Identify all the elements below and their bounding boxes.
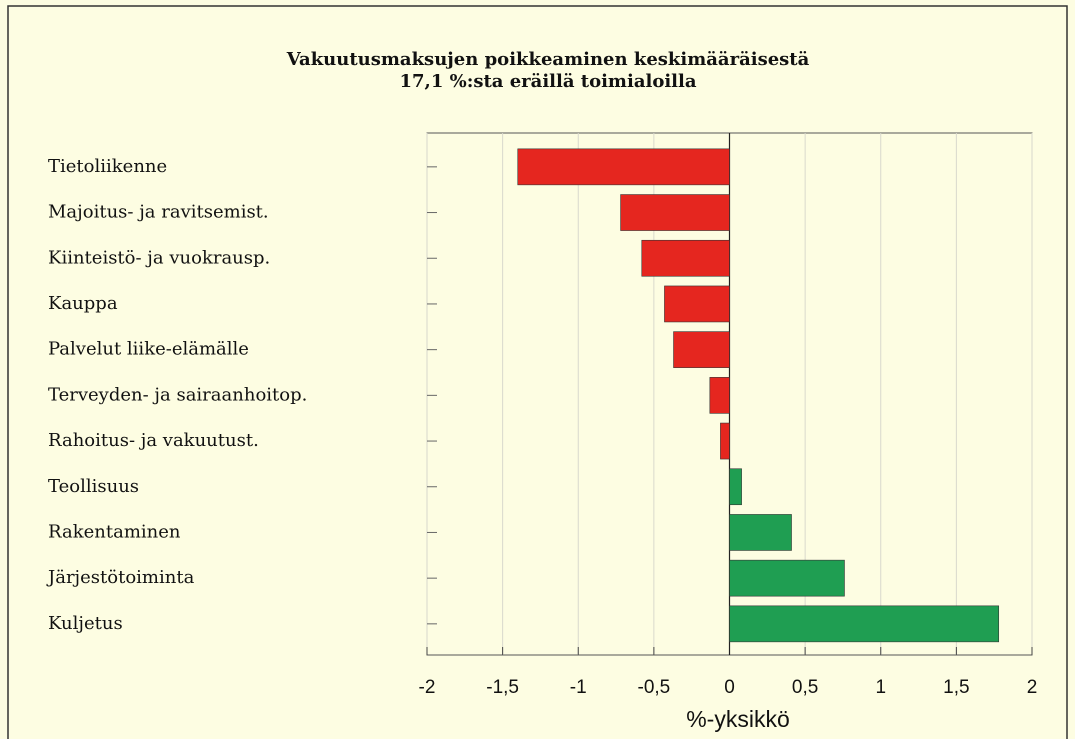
y-tick-label: Kauppa xyxy=(48,293,118,314)
bar xyxy=(729,605,1000,643)
x-tick-label: 0,5 xyxy=(792,677,818,698)
y-tick-label: Palvelut liike-elämälle xyxy=(48,339,249,360)
chart-title: Vakuutusmaksujen poikkeaminen keskimäärä… xyxy=(286,49,810,70)
y-tick-label: Rakentaminen xyxy=(48,521,181,542)
x-axis-label: %-yksikkö xyxy=(686,706,790,732)
bar xyxy=(709,377,730,414)
y-tick-label: Kiinteistö- ja vuokrausp. xyxy=(48,247,270,268)
bar xyxy=(517,148,730,186)
bar xyxy=(664,285,730,323)
y-tick-label: Tietoliikenne xyxy=(48,156,167,177)
frame xyxy=(7,5,1068,739)
bar xyxy=(729,559,845,597)
x-tick-label: 0 xyxy=(724,677,735,698)
chart-subtitle: 17,1 %:sta eräillä toimialoilla xyxy=(400,71,697,92)
y-tick-label: Kuljetus xyxy=(48,613,123,634)
bar xyxy=(641,239,730,277)
x-tick-label: 2 xyxy=(1027,677,1038,698)
x-tick-label: -1 xyxy=(570,677,587,698)
x-tick-label: -0,5 xyxy=(638,677,671,698)
y-tick-label: Rahoitus- ja vakuutust. xyxy=(48,430,259,451)
y-tick-label: Teollisuus xyxy=(48,476,139,497)
y-tick-label: Järjestötoiminta xyxy=(46,567,195,588)
bar xyxy=(720,422,730,460)
bar xyxy=(729,514,792,551)
y-tick-label: Terveyden- ja sairaanhoitop. xyxy=(48,384,307,405)
bar xyxy=(673,331,730,368)
bar xyxy=(620,194,730,231)
x-tick-label: 1 xyxy=(875,677,886,698)
y-tick-label: Majoitus- ja ravitsemist. xyxy=(48,202,269,223)
bar xyxy=(729,468,742,506)
x-tick-label: -2 xyxy=(419,677,436,698)
x-tick-label: 1,5 xyxy=(943,677,969,698)
x-tick-label: -1,5 xyxy=(486,677,519,698)
